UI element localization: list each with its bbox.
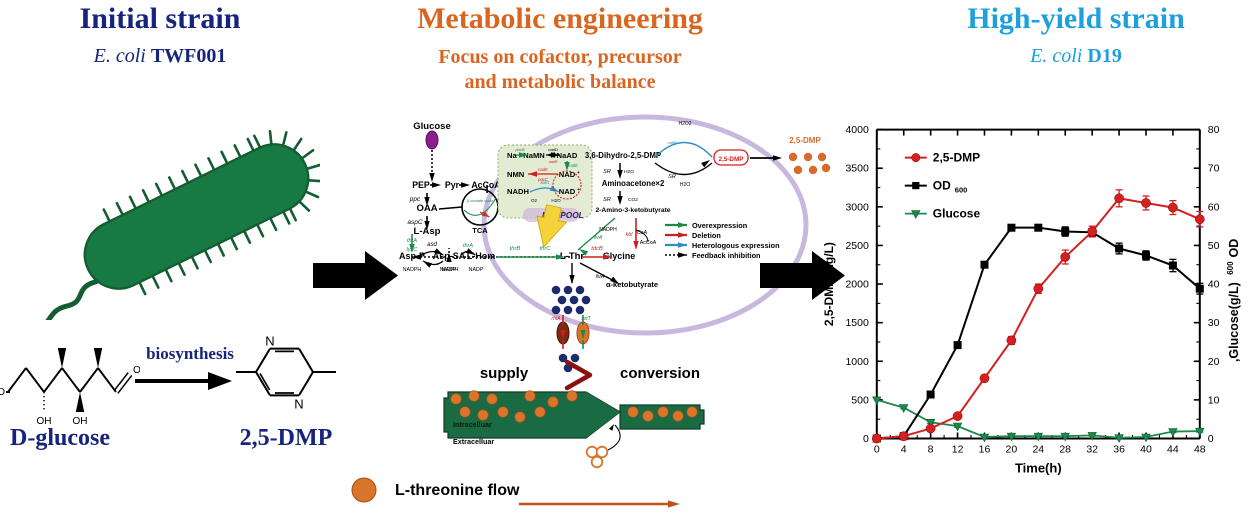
svg-text:OD: OD xyxy=(1227,239,1241,258)
svg-text:OD: OD xyxy=(933,179,951,193)
svg-text:3000: 3000 xyxy=(845,201,869,213)
svg-text:16: 16 xyxy=(979,444,991,456)
svg-text:Glucose: Glucose xyxy=(933,207,981,221)
svg-text:600: 600 xyxy=(955,186,968,195)
svg-text:30: 30 xyxy=(1208,317,1220,329)
svg-text:2,5-DMP: 2,5-DMP xyxy=(933,151,980,165)
svg-text:50: 50 xyxy=(1208,240,1220,252)
svg-text:10: 10 xyxy=(1208,394,1220,406)
svg-text:40: 40 xyxy=(1208,279,1220,291)
svg-text:8: 8 xyxy=(928,444,934,456)
svg-text:2500: 2500 xyxy=(845,240,869,252)
svg-text:40: 40 xyxy=(1140,444,1152,456)
svg-text:0: 0 xyxy=(874,444,880,456)
svg-text:,Glucose(g/L): ,Glucose(g/L) xyxy=(1227,282,1241,362)
svg-text:48: 48 xyxy=(1194,444,1206,456)
svg-text:20: 20 xyxy=(1006,444,1018,456)
svg-text:2,5-DMP(mg/L): 2,5-DMP(mg/L) xyxy=(822,242,836,326)
svg-text:1000: 1000 xyxy=(845,356,869,368)
svg-text:28: 28 xyxy=(1059,444,1071,456)
svg-text:500: 500 xyxy=(851,394,869,406)
svg-text:600: 600 xyxy=(1226,261,1235,275)
svg-text:4: 4 xyxy=(901,444,907,456)
svg-text:80: 80 xyxy=(1208,124,1220,136)
svg-text:70: 70 xyxy=(1208,163,1220,175)
svg-text:60: 60 xyxy=(1208,201,1220,213)
svg-text:36: 36 xyxy=(1113,444,1125,456)
svg-text:3500: 3500 xyxy=(845,163,869,175)
svg-text:2000: 2000 xyxy=(845,279,869,291)
svg-text:44: 44 xyxy=(1167,444,1179,456)
svg-text:32: 32 xyxy=(1086,444,1098,456)
svg-text:12: 12 xyxy=(952,444,964,456)
svg-text:0: 0 xyxy=(863,433,869,445)
svg-text:4000: 4000 xyxy=(845,124,869,136)
svg-text:Time(h): Time(h) xyxy=(1015,461,1062,476)
svg-text:1500: 1500 xyxy=(845,317,869,329)
svg-text:24: 24 xyxy=(1032,444,1044,456)
svg-text:20: 20 xyxy=(1208,356,1220,368)
svg-text:0: 0 xyxy=(1208,433,1214,445)
